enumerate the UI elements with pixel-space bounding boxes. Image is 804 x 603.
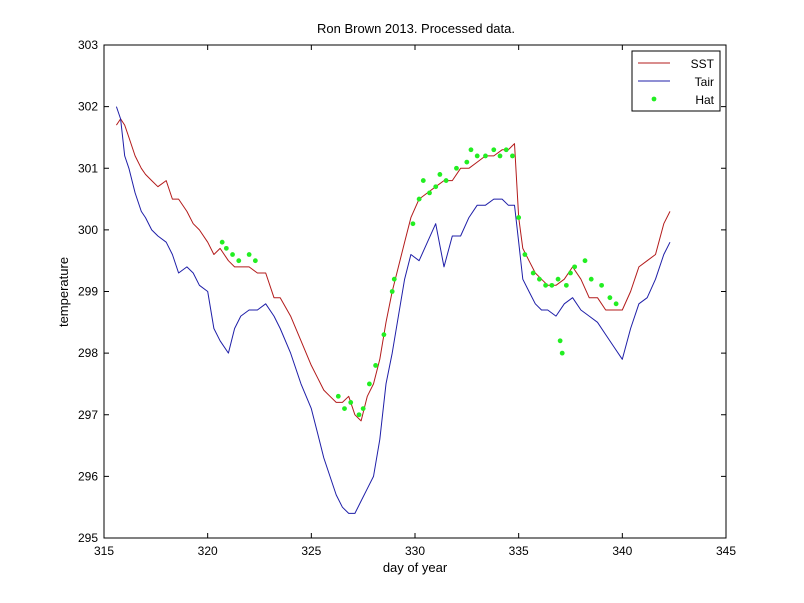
x-tick-label: 340 [612,544,632,558]
series-point-hat [474,153,480,159]
y-tick-label: 299 [78,285,98,299]
x-tick-label: 320 [198,544,218,558]
series-point-hat [557,338,563,344]
series-point-hat [335,393,341,399]
series-point-hat [410,221,416,227]
series-point-hat [555,276,561,282]
series-point-hat [522,252,528,257]
series-point-hat [468,147,474,153]
series-point-hat [246,252,252,257]
y-tick-label: 303 [78,38,98,52]
series-point-hat [416,196,422,202]
series-point-hat [381,332,387,338]
series-point-hat [356,412,362,418]
y-axis-label: temperature [56,257,71,327]
plot-frame [103,44,727,539]
y-axis: 295 296 297 298 299 300 301 302 303 [78,38,726,545]
series-point-hat [342,406,347,411]
series-point-hat [510,153,515,159]
legend-label: SST [691,57,715,71]
series-point-hat [588,276,594,282]
x-tick-label: 325 [301,544,321,558]
plot-area [115,106,671,514]
series-point-hat [559,350,565,356]
legend-label: Hat [695,93,714,107]
series-point-hat [568,270,573,276]
x-axis-label: day of year [383,560,448,575]
series-point-hat [230,252,235,257]
y-tick-label: 301 [78,161,98,175]
series-point-hat [607,295,613,301]
y-tick-label: 296 [78,469,98,483]
chart-title: Ron Brown 2013. Processed data. [317,21,515,36]
y-tick-label: 300 [78,223,98,237]
series-point-hat [348,400,354,405]
series-point-hat [572,264,578,270]
series-point-hat [491,147,497,153]
series-point-hat [443,178,449,183]
series-point-hat [483,153,488,159]
series-point-hat [464,159,470,165]
x-tick-label: 335 [509,544,529,558]
series-point-hat [219,239,225,245]
series-point-hat [599,282,604,288]
series-point-hat [530,270,536,276]
series-point-hat [516,215,522,220]
series-point-hat [454,165,459,171]
series-point-hat [373,363,379,368]
y-tick-label: 295 [78,531,98,545]
series-point-hat [613,301,619,307]
series-point-hat [497,153,503,159]
series-point-hat [236,258,242,264]
y-tick-label: 302 [78,100,98,114]
y-tick-label: 298 [78,346,98,360]
x-axis: 315 320 325 330 335 340 345 [94,45,736,558]
series-line-sst [115,118,671,422]
legend-swatch [651,96,657,102]
series-point-hat [389,289,395,294]
series-point-hat [537,276,542,282]
x-tick-label: 330 [405,544,425,558]
legend-label: Tair [695,75,714,89]
legend: SST Tair Hat [631,50,721,112]
series-point-hat [433,184,439,190]
series-point-hat [391,276,397,282]
series-point-hat [252,258,258,264]
y-tick-label: 297 [78,408,98,422]
series-point-hat [543,282,549,288]
series-point-hat [582,258,588,264]
series-point-hat [366,381,372,387]
series-point-hat [563,282,569,288]
series-point-hat [503,147,509,153]
series-point-hat [549,282,555,288]
series-point-hat [360,406,366,411]
series-point-hat [437,172,443,177]
series-point-hat [420,178,426,183]
series-point-hat [427,190,432,196]
series-line-tair [115,106,671,514]
x-tick-label: 315 [94,544,114,558]
x-tick-label: 345 [716,544,736,558]
series-point-hat [223,245,229,251]
